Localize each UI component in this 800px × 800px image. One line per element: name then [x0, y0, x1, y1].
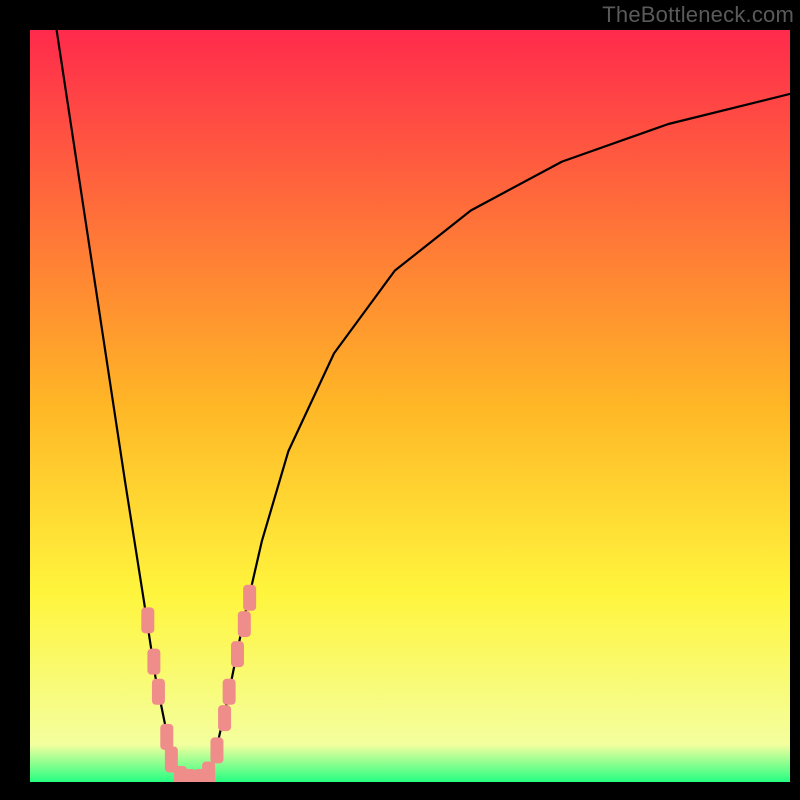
data-marker [238, 611, 251, 637]
data-marker [223, 679, 236, 705]
marker-group [141, 585, 256, 782]
attribution-text: TheBottleneck.com [602, 2, 794, 28]
data-marker [147, 649, 160, 675]
bottleneck-curve [57, 30, 790, 781]
data-marker [152, 679, 165, 705]
data-marker [160, 724, 173, 750]
curve-svg [30, 30, 790, 782]
chart-root: TheBottleneck.com [0, 0, 800, 800]
data-marker [231, 641, 244, 667]
data-marker [210, 737, 223, 763]
data-marker [243, 585, 256, 611]
data-marker [202, 761, 215, 782]
plot-area [30, 30, 790, 782]
data-marker [218, 705, 231, 731]
data-marker [141, 607, 154, 633]
